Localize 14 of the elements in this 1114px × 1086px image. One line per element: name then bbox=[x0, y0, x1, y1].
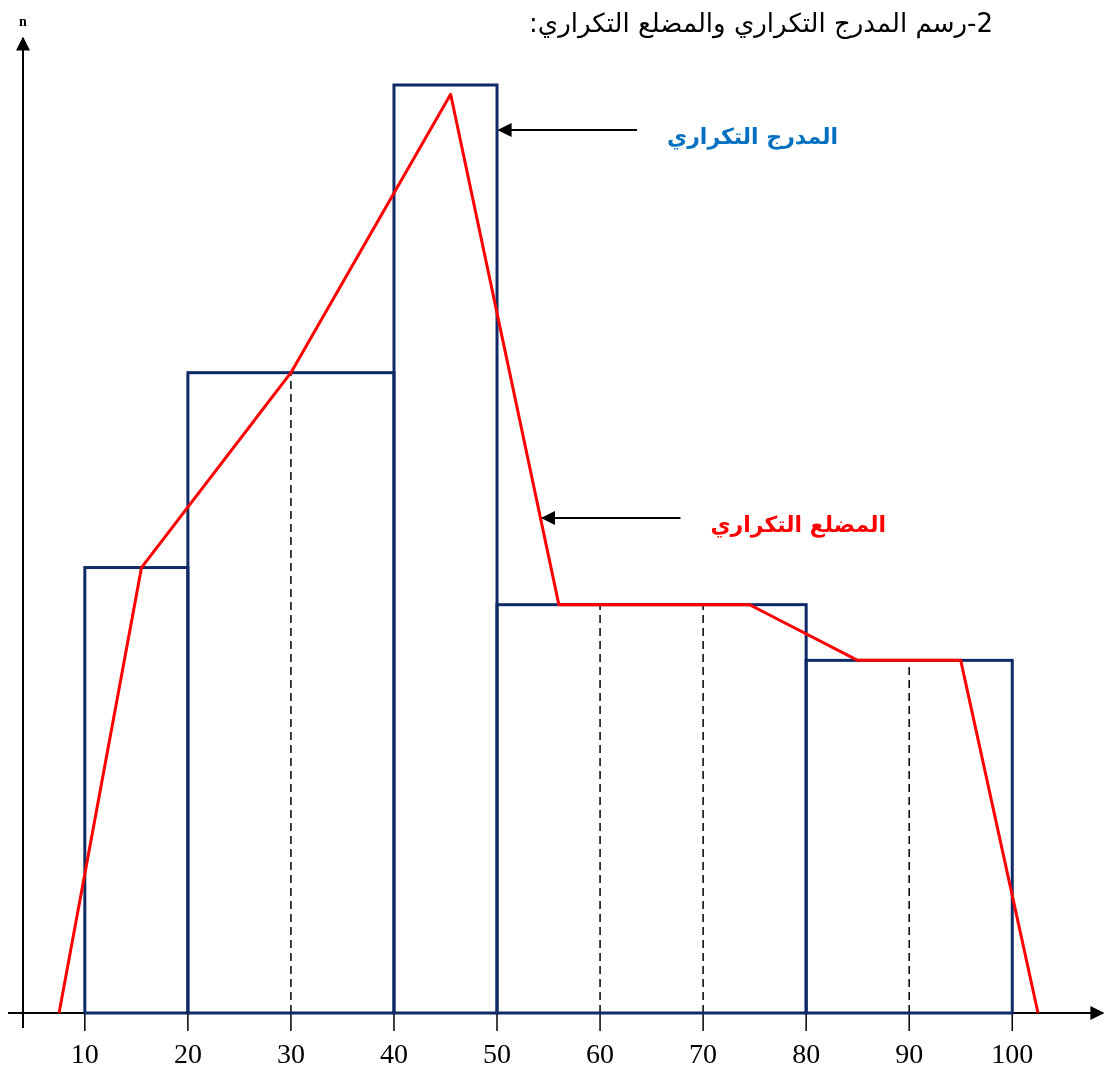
x-tick-label: 60 bbox=[586, 1038, 615, 1069]
x-tick-label: 50 bbox=[483, 1038, 512, 1069]
x-tick-label: 90 bbox=[895, 1038, 924, 1069]
x-tick-label: 10 bbox=[70, 1038, 99, 1069]
annotation: المدرج التكراري bbox=[667, 124, 839, 150]
x-tick-label: 30 bbox=[276, 1038, 305, 1069]
y-axis-title: n bbox=[19, 14, 28, 29]
x-tick-label: 70 bbox=[689, 1038, 718, 1069]
x-tick-label: 100 bbox=[991, 1038, 1034, 1069]
x-tick-label: 20 bbox=[173, 1038, 202, 1069]
x-tick-label: 80 bbox=[792, 1038, 821, 1069]
x-tick-label: 40 bbox=[379, 1038, 408, 1069]
chart-title: 2-رسم المدرج التكراري والمضلع التكراري: bbox=[529, 8, 993, 39]
annotation: المضلع التكراري bbox=[710, 511, 886, 538]
